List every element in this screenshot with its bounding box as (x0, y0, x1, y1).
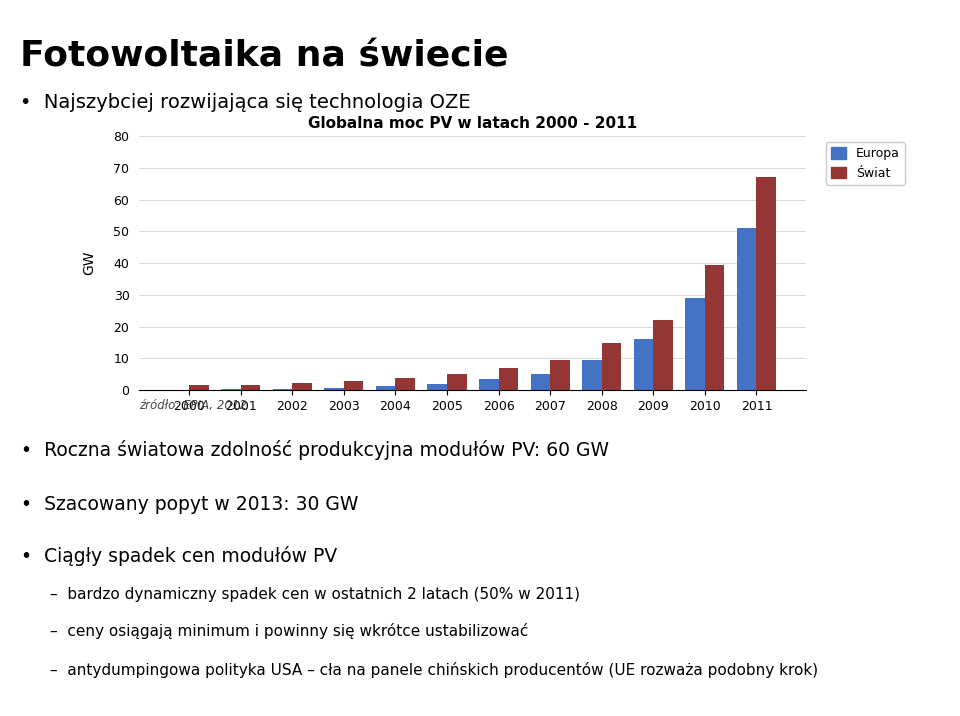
Bar (241, 384, 260, 390)
Text: –  bardzo dynamiczny spadek cen w ostatnich 2 latach (50% w 2011): – bardzo dynamiczny spadek cen w ostatni… (50, 587, 580, 602)
Bar (292, 383, 312, 390)
Bar (531, 374, 550, 390)
Bar (344, 382, 364, 390)
Bar (273, 389, 292, 390)
Text: •  Szacowany popyt w 2013: 30 GW: • Szacowany popyt w 2013: 30 GW (21, 495, 358, 513)
Legend: Europa, Świat: Europa, Świat (826, 142, 905, 185)
Bar (634, 339, 654, 390)
Text: •  Najszybciej rozwijająca się technologia OZE: • Najszybciej rozwijająca się technologi… (20, 92, 470, 112)
Bar (654, 320, 673, 390)
Bar (427, 384, 447, 390)
Text: –  antydumpingowa polityka USA – cła na panele chińskich producentów (UE rozważa: – antydumpingowa polityka USA – cła na p… (50, 662, 818, 678)
Bar (705, 265, 725, 390)
Text: źródło: EPIA, 2012: źródło: EPIA, 2012 (139, 399, 247, 412)
Bar (602, 342, 621, 390)
Bar (550, 360, 570, 390)
Bar (582, 360, 602, 390)
Bar (756, 178, 776, 390)
Text: 5: 5 (924, 689, 936, 707)
Text: •  Roczna światowa zdolność produkcyjna modułów PV: 60 GW: • Roczna światowa zdolność produkcyjna m… (21, 440, 609, 460)
Bar (498, 368, 518, 390)
Bar (737, 228, 756, 390)
Bar (447, 374, 467, 390)
Bar (685, 298, 705, 390)
Bar (375, 387, 396, 390)
Text: Fotowoltaika na świecie: Fotowoltaika na świecie (20, 40, 509, 74)
Bar (189, 385, 208, 390)
Bar (324, 388, 344, 390)
Bar (479, 379, 498, 390)
Text: •  Ciągły spadek cen modułów PV: • Ciągły spadek cen modułów PV (21, 546, 337, 566)
Text: –  ceny osiągają minimum i powinny się wkrótce ustabilizować: – ceny osiągają minimum i powinny się wk… (50, 624, 528, 639)
Title: Globalna moc PV w latach 2000 - 2011: Globalna moc PV w latach 2000 - 2011 (308, 116, 637, 131)
Bar (396, 379, 415, 390)
Y-axis label: GW: GW (82, 251, 96, 276)
